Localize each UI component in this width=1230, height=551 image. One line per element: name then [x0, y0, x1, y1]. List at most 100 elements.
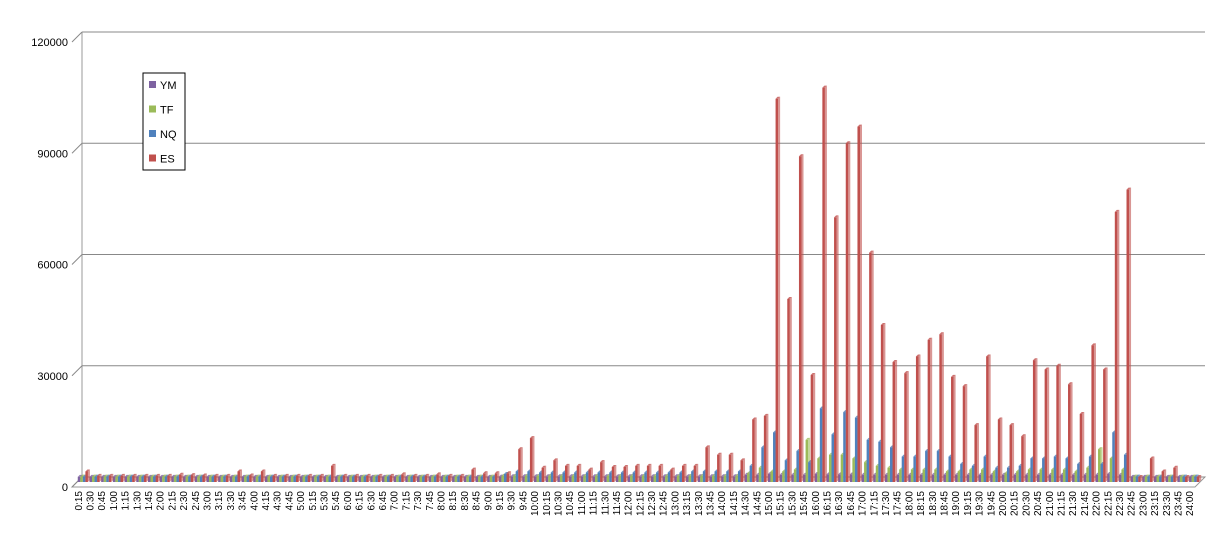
bar [978, 474, 982, 482]
bar [1048, 474, 1052, 482]
bar-top [346, 474, 352, 477]
bar-top [407, 474, 413, 477]
bar-top [1103, 367, 1108, 370]
bar-side [345, 473, 348, 482]
x-tick-label: 13:00 [670, 491, 681, 516]
bar-top [454, 474, 460, 477]
bar-top [674, 474, 679, 477]
bar-top [337, 474, 343, 477]
bar-top [412, 473, 418, 476]
bar [826, 474, 829, 482]
bar [127, 476, 130, 482]
bar [705, 447, 708, 482]
bar [758, 467, 762, 482]
bar [319, 475, 322, 482]
bar [185, 476, 189, 482]
bar [167, 475, 170, 482]
bar [611, 466, 615, 482]
x-tick-label: 21:15 [1056, 491, 1067, 516]
x-tick-label: 14:30 [741, 491, 752, 516]
bar [237, 471, 241, 482]
bar [966, 474, 970, 482]
bar [1036, 474, 1040, 482]
bar [492, 476, 495, 482]
bar-top [822, 85, 827, 88]
bar-top [218, 474, 223, 477]
bar-side [427, 473, 430, 482]
bar [1177, 476, 1180, 482]
x-tick-label: 3:30 [226, 491, 237, 511]
bar [569, 476, 572, 482]
x-tick-label: 12:15 [635, 491, 646, 516]
bar [340, 476, 343, 482]
bar [1133, 476, 1136, 482]
bar [290, 476, 294, 482]
bar-top [232, 474, 237, 477]
bar-top [1184, 475, 1190, 477]
bar [752, 419, 755, 482]
bar [89, 476, 93, 482]
bar [202, 475, 205, 482]
bar-top [1068, 382, 1073, 385]
bar [199, 476, 203, 482]
bar-side [1164, 469, 1167, 482]
bar [515, 471, 519, 482]
bar-top [206, 474, 211, 477]
bar [983, 456, 987, 482]
grid-line-side [71, 254, 83, 265]
bar-side [497, 471, 500, 482]
bar [721, 476, 724, 482]
bar [936, 451, 940, 482]
bar-side [778, 96, 781, 482]
bar-side [626, 464, 629, 482]
bar [112, 476, 116, 482]
legend-label: TF [160, 105, 174, 117]
bar [1184, 477, 1188, 482]
legend-label: NQ [160, 129, 177, 141]
bar [667, 472, 671, 482]
bar-side [965, 384, 968, 482]
bar [211, 476, 215, 482]
bar [197, 476, 200, 482]
bar-top [112, 474, 118, 477]
bar-side [1175, 465, 1178, 482]
bar [873, 474, 876, 482]
bar-side [169, 473, 172, 482]
bar-top [478, 474, 483, 477]
bar [478, 476, 481, 482]
bar [749, 465, 753, 482]
x-tick-label: 15:45 [799, 491, 810, 516]
bar [120, 475, 124, 482]
bar [945, 471, 949, 482]
bar [892, 362, 896, 482]
bar-side [579, 463, 582, 482]
bar [702, 471, 706, 482]
bar-top [138, 474, 144, 477]
bar-top [183, 474, 188, 477]
bar-top [103, 474, 109, 477]
bar [229, 476, 233, 482]
bar [272, 475, 276, 482]
bar-top [904, 371, 909, 374]
bar [693, 465, 697, 482]
bar [653, 475, 657, 482]
bar-top [314, 474, 319, 477]
bar [995, 467, 998, 482]
bar [641, 475, 645, 482]
bar [162, 476, 165, 482]
bar-top [178, 472, 184, 475]
bar-top [939, 332, 944, 335]
bar-side [883, 322, 886, 482]
bar [553, 460, 556, 482]
bar-side [766, 413, 769, 482]
bar [1153, 476, 1157, 482]
bar [574, 472, 577, 482]
bar-top [288, 474, 293, 477]
bar [810, 375, 814, 482]
bar [960, 464, 963, 482]
bar-side [146, 473, 149, 482]
bar [136, 476, 139, 482]
bar [1179, 476, 1183, 482]
bar [129, 476, 133, 482]
x-tick-label: 11:15 [589, 491, 600, 516]
